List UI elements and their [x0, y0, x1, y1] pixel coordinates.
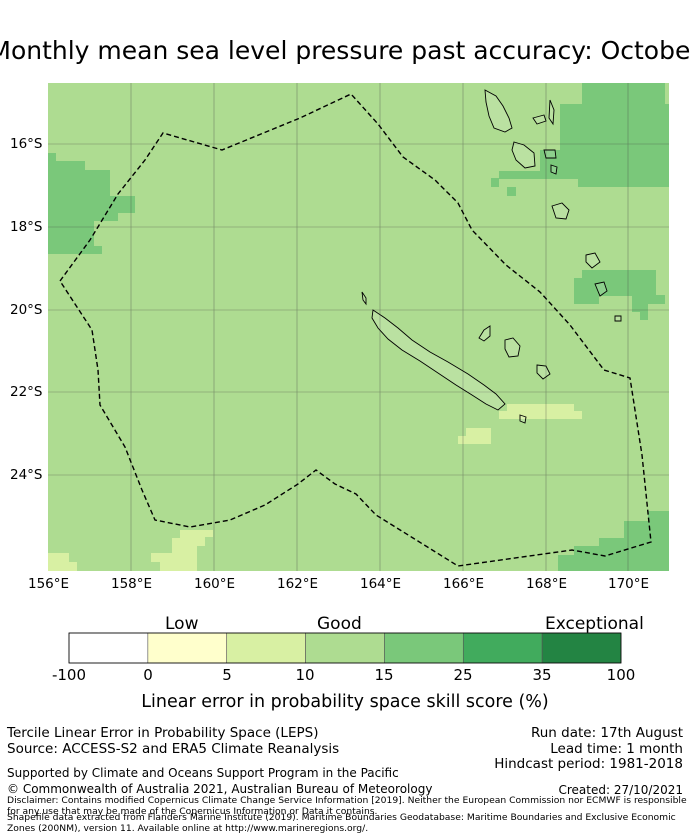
colorbar-swatches: [68, 632, 622, 664]
vanuatu-espiritu-santo: [484, 89, 513, 133]
cb-tick-6: 35: [532, 666, 552, 684]
low-skill-patches: [48, 404, 582, 571]
lon-label-168e: 168°E: [526, 576, 568, 592]
cb-tick-3: 10: [295, 666, 315, 684]
shapefile-credit: Shapefile data extracted from Flanders M…: [7, 812, 676, 834]
category-exceptional: Exceptional: [545, 614, 644, 634]
cb-tick-4: 15: [374, 666, 394, 684]
vanuatu-efate: [551, 202, 570, 220]
colorbar-swatch-3: [305, 632, 385, 664]
lat-label-20s: 20°S: [10, 302, 43, 318]
hindcast-period: Hindcast period: 1981-2018: [494, 756, 683, 772]
cb-tick-5: 25: [453, 666, 473, 684]
lon-label-162e: 162°E: [277, 576, 319, 592]
lat-label-16s: 16°S: [10, 136, 43, 152]
info-leps: Tercile Linear Error in Probability Spac…: [7, 725, 319, 741]
supported-by: Supported by Climate and Oceans Support …: [7, 766, 399, 780]
skill-map: [48, 83, 669, 571]
loyalty-island-lifou: [504, 337, 521, 358]
loyalty-island-ouvea: [478, 325, 491, 342]
lon-label-170e: 170°E: [608, 576, 650, 592]
eez-boundary: [59, 93, 652, 567]
vanuatu-ambae: [532, 114, 547, 125]
isle-of-pines: [519, 414, 527, 424]
vanuatu-aneityum: [614, 315, 622, 322]
belep-islands: [361, 291, 367, 306]
lon-label-164e: 164°E: [360, 576, 402, 592]
cb-tick-1: 0: [143, 666, 153, 684]
colorbar-swatch-0: [68, 632, 149, 664]
lon-label-158e: 158°E: [111, 576, 153, 592]
vanuatu-erromango: [585, 252, 601, 269]
good-skill-patches: [48, 83, 669, 571]
colorbar: [68, 632, 622, 664]
category-low: Low: [165, 614, 199, 634]
lat-label-18s: 18°S: [10, 219, 43, 235]
loyalty-island-mare: [536, 364, 551, 380]
lat-label-22s: 22°S: [10, 384, 43, 400]
run-date: Run date: 17th August: [530, 725, 683, 741]
copyright: © Commonwealth of Australia 2021, Austra…: [7, 782, 433, 796]
vanuatu-epi: [550, 164, 558, 175]
cb-tick-0: -100: [51, 666, 87, 684]
lon-label-160e: 160°E: [194, 576, 236, 592]
cb-tick-7: 100: [606, 666, 636, 684]
map-title: Monthly mean sea level pressure past acc…: [0, 36, 690, 65]
lon-label-156e: 156°E: [28, 576, 70, 592]
colorbar-swatch-5: [462, 632, 543, 664]
island-outlines: [361, 89, 622, 424]
lon-label-166e: 166°E: [443, 576, 485, 592]
colorbar-swatch-1: [147, 632, 228, 664]
colorbar-title: Linear error in probability space skill …: [141, 692, 549, 712]
category-good: Good: [317, 614, 362, 634]
cb-tick-2: 5: [222, 666, 232, 684]
colorbar-swatch-6: [541, 632, 622, 664]
info-source: Source: ACCESS-S2 and ERA5 Climate Reana…: [7, 741, 340, 757]
created-date: Created: 27/10/2021: [558, 783, 683, 797]
colorbar-swatch-4: [384, 632, 464, 664]
colorbar-swatch-2: [226, 632, 306, 664]
vanuatu-pentecost: [548, 99, 555, 126]
lead-time: Lead time: 1 month: [550, 741, 683, 757]
vanuatu-malekula: [511, 141, 536, 169]
vanuatu-tanna: [594, 281, 608, 297]
gridlines: [48, 83, 669, 571]
lat-label-24s: 24°S: [10, 467, 43, 483]
vanuatu-ambrym: [543, 149, 557, 159]
new-caledonia-mainland: [371, 309, 506, 411]
disclaimer: Disclaimer: Contains modified Copernicus…: [7, 795, 687, 817]
